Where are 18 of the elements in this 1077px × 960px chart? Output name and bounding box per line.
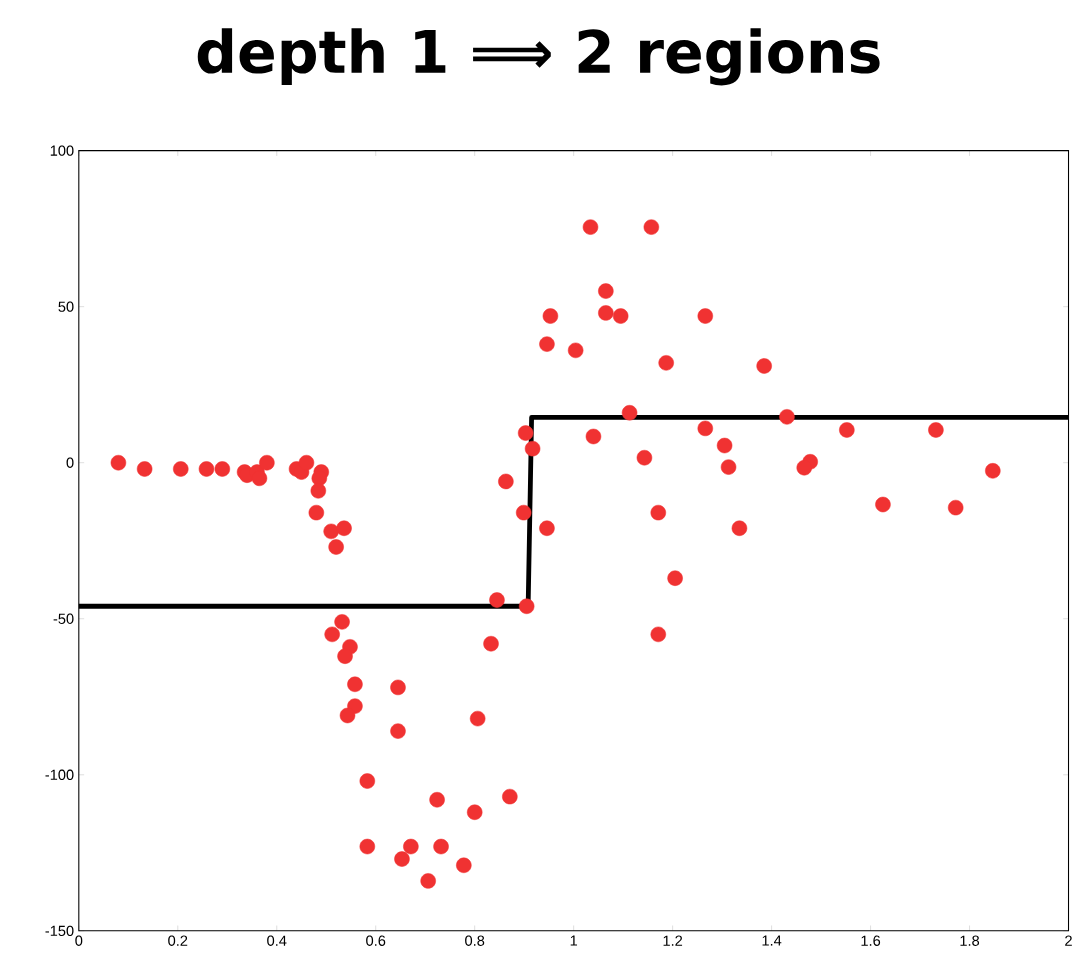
x-tick-label: 1.8 [960,935,980,947]
y-tick-label: 50 [58,301,74,312]
x-tick-label: 1.6 [861,935,881,947]
x-tick-label: 1.4 [762,935,782,946]
y-tick-label: 100 [50,145,74,156]
y-tick-label: 0 [66,457,74,469]
x-tick-label: 0.6 [366,935,386,947]
x-tick-label: 1 [570,935,578,946]
y-tick-label: -100 [45,769,74,781]
x-tick-label: 1.2 [663,935,683,946]
x-tick-label: 0.8 [465,935,485,947]
chart-title: depth 1 ⟹ 2 regions [197,28,880,86]
x-tick-label: 0.2 [168,935,188,947]
y-tick-label: -50 [53,613,74,625]
x-tick-label: 0 [75,935,83,947]
y-tick-label: -150 [45,925,74,937]
x-tick-label: 2 [1065,935,1072,946]
x-tick-label: 0.4 [267,935,287,947]
